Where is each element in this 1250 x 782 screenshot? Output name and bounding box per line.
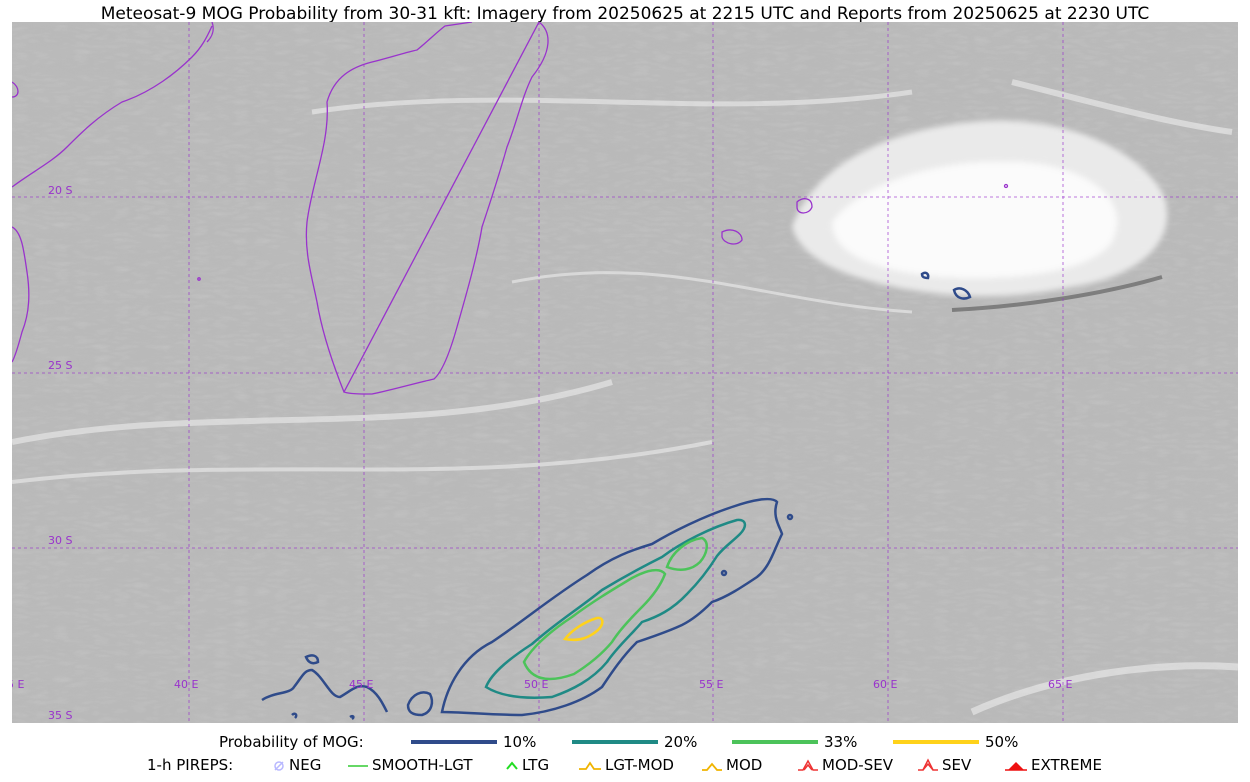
mod-icon: [702, 762, 722, 771]
prob-contour-10: [261, 271, 972, 721]
lon-label-50e: 50 E: [524, 678, 548, 691]
probability-label-20: 20%: [664, 733, 698, 751]
pirep-label-lgt-mod: LGT-MOD: [605, 756, 674, 774]
lat-label-30s: 30 S: [48, 534, 72, 547]
extreme-icon: [1005, 762, 1027, 771]
pirep-label-extreme: EXTREME: [1031, 756, 1102, 774]
pirep-item-neg: NEG: [272, 756, 321, 774]
cloud-streaks: [12, 79, 1238, 716]
satellite-map: 20 S 25 S 30 S 35 S 35 E 40 E 45 E 50 E …: [12, 22, 1238, 723]
lon-label-35e: 35 E: [12, 678, 24, 691]
coastlines: [12, 22, 1009, 395]
pirep-label-mod-sev: MOD-SEV: [822, 756, 893, 774]
sev-icon: [918, 758, 938, 771]
pirep-item-mod: MOD: [701, 756, 762, 774]
probability-swatch-33: [732, 740, 818, 744]
cloud-mass: [792, 120, 1168, 297]
lgt-mod-icon: [579, 761, 601, 770]
lon-label-65e: 65 E: [1048, 678, 1072, 691]
map-title: Meteosat-9 MOG Probability from 30-31 kf…: [100, 4, 1150, 24]
pirep-item-sev: SEV: [917, 756, 971, 774]
pirep-label-smooth-lgt: SMOOTH-LGT: [372, 756, 473, 774]
pireps-legend: 1-h PIREPS: NEG SMOOTH-LGT LTG LGT-MOD M…: [0, 756, 1250, 778]
lat-label-25s: 25 S: [48, 359, 72, 372]
lon-labels: 35 E 40 E 45 E 50 E 55 E 60 E 65 E: [12, 678, 1072, 691]
pirep-label-mod: MOD: [726, 756, 763, 774]
pireps-legend-title: 1-h PIREPS:: [147, 756, 234, 774]
pirep-label-sev: SEV: [942, 756, 972, 774]
probability-swatch-10: [411, 740, 497, 744]
pirep-item-ltg: LTG: [505, 756, 549, 774]
probability-item-20: 20%: [572, 733, 697, 751]
lat-labels: 20 S 25 S 30 S 35 S: [48, 184, 72, 722]
ltg-icon: [506, 761, 518, 770]
pirep-label-ltg: LTG: [522, 756, 550, 774]
pirep-item-lgt-mod: LGT-MOD: [578, 756, 674, 774]
probability-item-33: 33%: [732, 733, 857, 751]
graticule: [12, 22, 1238, 723]
probability-swatch-50: [893, 740, 979, 744]
probability-label-33: 33%: [824, 733, 858, 751]
prob-contour-33: [522, 536, 708, 681]
probability-item-10: 10%: [411, 733, 536, 751]
lon-label-55e: 55 E: [699, 678, 723, 691]
pirep-item-extreme: EXTREME: [1004, 756, 1102, 774]
probability-legend-title: Probability of MOG:: [219, 733, 364, 751]
mod-sev-icon: [798, 759, 818, 771]
pirep-label-neg: NEG: [289, 756, 322, 774]
probability-swatch-20: [572, 740, 658, 744]
pirep-item-smooth-lgt: SMOOTH-LGT: [347, 756, 473, 774]
probability-legend: Probability of MOG: 10% 20% 33% 50%: [0, 733, 1250, 755]
lon-label-40e: 40 E: [174, 678, 198, 691]
probability-item-50: 50%: [893, 733, 1018, 751]
smooth-lgt-icon: [348, 765, 368, 767]
probability-label-50: 50%: [985, 733, 1019, 751]
lon-label-60e: 60 E: [873, 678, 897, 691]
probability-label-10: 10%: [503, 733, 537, 751]
lat-label-35s: 35 S: [48, 709, 72, 722]
lon-label-45e: 45 E: [349, 678, 373, 691]
prob-contour-20: [484, 518, 747, 699]
prob-contour-50: [562, 616, 604, 642]
cloud-edge-shadow: [951, 275, 1163, 312]
neg-icon: [274, 761, 284, 771]
lat-label-20s: 20 S: [48, 184, 72, 197]
pirep-item-mod-sev: MOD-SEV: [797, 756, 893, 774]
